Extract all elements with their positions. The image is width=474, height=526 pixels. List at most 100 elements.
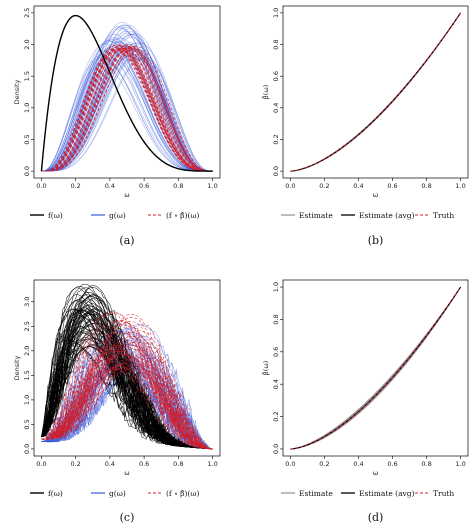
y-tick-label: 0.8: [272, 314, 280, 324]
estimate-curve: [290, 12, 461, 172]
composition-curve: [41, 44, 213, 172]
y-axis-label: Density: [13, 355, 21, 380]
panel-caption: (b): [368, 234, 384, 247]
estimate-curve: [290, 286, 461, 450]
estimate-curve: [290, 12, 461, 172]
estimate-curve: [290, 286, 461, 450]
estimate-curve: [290, 286, 461, 450]
estimate-curve: [290, 12, 461, 172]
estimate-curve: [290, 286, 461, 450]
y-tick-label: 0.0: [272, 166, 280, 176]
legend-label: Estimate (avg): [359, 489, 415, 498]
composition-curve: [41, 321, 213, 450]
estimate-curve: [290, 286, 461, 450]
composition-curve: [41, 362, 213, 450]
legend: Estimate Estimate (avg) Truth: [281, 211, 454, 220]
y-axis-label: β̂(ω): [261, 85, 270, 100]
y-tick-label: 1.0: [23, 395, 31, 405]
composition-curve: [41, 45, 213, 172]
legend: f(ω) g(ω) (f ∘ β̂)(ω): [30, 211, 199, 220]
panel-b: 0.0 0.2 0.4 0.6 0.8 1.0 0.0 0.2 0.4 0.6 0.8 1.0 ω β̂(…: [261, 5, 469, 247]
legend-label: Estimate: [299, 489, 333, 498]
estimate-curve: [290, 286, 461, 450]
plot-area: [40, 14, 213, 172]
x-axis-label: ω: [373, 191, 378, 199]
g-curve: [41, 46, 213, 172]
composition-curve: [41, 368, 213, 450]
estimate-curve: [290, 12, 461, 172]
panel-c: 0.0 0.2 0.4 0.6 0.8 1.0 0.0 0.5 1.0 1.5 2.0 2.5 3.0 ω…: [13, 279, 221, 524]
estimate-curve: [290, 12, 461, 172]
estimate-curve: [290, 12, 461, 172]
composition-curve: [41, 357, 213, 450]
f-curve: [41, 310, 213, 450]
f-curve: [40, 14, 213, 172]
y-axis-label: β̂(ω): [261, 361, 270, 376]
estimate-curve: [290, 12, 461, 172]
f-curve: [41, 308, 213, 450]
estimate-curve: [290, 286, 461, 450]
estimate-curve: [290, 286, 461, 450]
estimate-curve: [290, 286, 461, 450]
estimate-curve: [290, 12, 461, 172]
y-tick-label: 0.4: [272, 103, 280, 113]
estimate-curve: [290, 286, 461, 450]
plot-area: [290, 286, 462, 450]
y-tick-label: 1.5: [23, 370, 31, 380]
x-tick-label: 1.0: [455, 460, 465, 468]
estimate-curve: [290, 286, 461, 450]
estimate-curve: [290, 286, 461, 450]
estimate-curve: [290, 12, 461, 172]
estimate-curve: [290, 286, 461, 450]
y-tick-label: 0.5: [23, 419, 31, 429]
composition-curve: [41, 350, 213, 450]
estimate-curve: [290, 12, 461, 172]
x-tick-label: 0.4: [105, 460, 115, 468]
composition-curve: [41, 321, 213, 450]
truth-curve: [290, 12, 461, 172]
estimate-curve: [290, 286, 461, 450]
y-tick-label: 0.4: [272, 379, 280, 389]
estimate-curve: [290, 12, 461, 172]
composition-curve: [41, 322, 213, 450]
composition-curve: [41, 49, 213, 172]
estimate-curve: [290, 12, 461, 172]
legend-label: f(ω): [48, 211, 63, 220]
x-tick-label: 0.8: [421, 182, 431, 190]
estimate-curve: [290, 286, 461, 450]
legend-label: (f ∘ β̂)(ω): [166, 211, 199, 220]
g-curve: [41, 49, 213, 172]
legend: f(ω) g(ω) (f ∘ β̂)(ω): [30, 489, 199, 498]
x-tick-label: 0.8: [421, 460, 431, 468]
y-tick-label: 2.5: [23, 8, 31, 18]
g-curve: [41, 325, 213, 450]
composition-curve: [41, 359, 213, 450]
x-tick-label: 0.0: [36, 182, 46, 190]
composition-curve: [41, 48, 213, 172]
legend-label: Estimate: [299, 211, 333, 220]
y-tick-label: 3.0: [23, 297, 31, 307]
estimate-curve: [290, 286, 461, 450]
composition-curve: [41, 49, 213, 172]
y-tick-label: 1.0: [272, 282, 280, 292]
estimate-curve: [290, 286, 461, 450]
estimate-curve: [290, 12, 461, 172]
x-tick-label: 0.6: [139, 460, 149, 468]
estimate-curve: [290, 286, 461, 450]
composition-curve: [41, 317, 213, 450]
legend-label: (f ∘ β̂)(ω): [166, 489, 199, 498]
plot-frame: [33, 5, 221, 179]
g-curve: [41, 43, 213, 172]
g-curve: [41, 59, 213, 172]
estimate-avg-curve: [290, 12, 462, 172]
estimate-curve: [290, 286, 461, 450]
y-tick-label: 0.8: [272, 39, 280, 49]
composition-curve: [41, 364, 213, 450]
x-tick-label: 0.2: [319, 460, 329, 468]
estimate-curve: [290, 286, 461, 450]
estimate-curve: [290, 12, 461, 172]
composition-curve: [41, 50, 213, 172]
y-tick-label: 0.5: [23, 134, 31, 144]
estimate-curve: [290, 12, 461, 172]
